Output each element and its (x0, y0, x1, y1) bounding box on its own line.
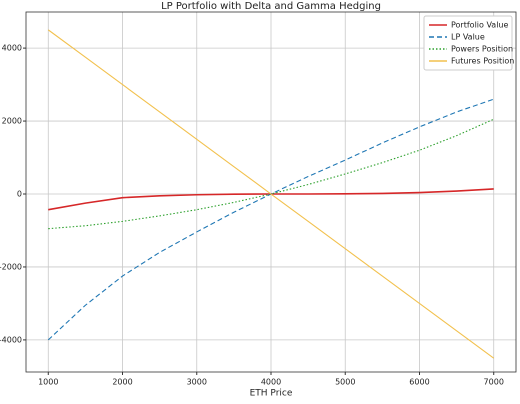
chart-title: LP Portfolio with Delta and Gamma Hedgin… (161, 1, 381, 12)
x-tick-label: 6000 (409, 378, 429, 387)
x-tick-label: 4000 (261, 378, 281, 387)
legend-box (423, 15, 513, 71)
x-tick-label: 1000 (38, 378, 58, 387)
y-tick-label: -2000 (0, 262, 22, 271)
y-tick-label: 2000 (2, 117, 22, 126)
x-tick-label: 5000 (335, 378, 355, 387)
x-tick-label: 3000 (187, 378, 207, 387)
legend-label: LP Value (451, 33, 485, 42)
y-tick-label: 0 (17, 190, 22, 199)
series-line (48, 118, 494, 230)
legend-label: Portfolio Value (451, 21, 509, 30)
x-tick-label: 7000 (484, 378, 504, 387)
legend-label: Powers Position (451, 45, 513, 54)
series-line (47, 29, 495, 359)
y-tick-label: 4000 (2, 44, 22, 53)
plot-frame (25, 11, 517, 373)
legend-label: Futures Position (451, 57, 514, 66)
x-tick-label: 2000 (112, 378, 132, 387)
x-axis-label: ETH Price (250, 389, 293, 399)
y-tick-label: -4000 (0, 335, 22, 344)
